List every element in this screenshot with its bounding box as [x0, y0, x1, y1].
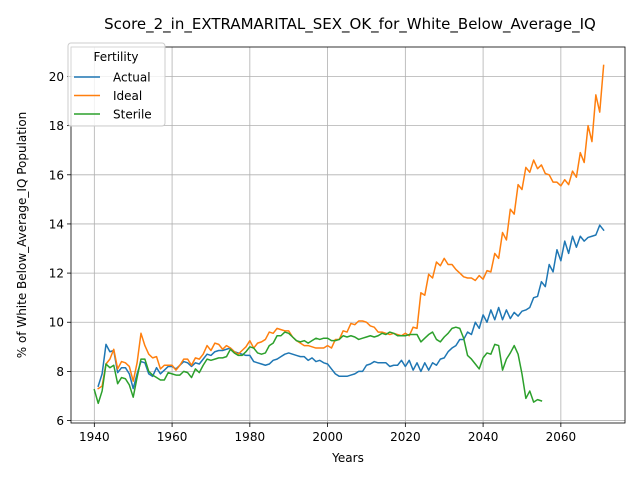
y-tick-label: 6 [56, 414, 64, 428]
legend-label-sterile: Sterile [113, 108, 152, 122]
plot-area-frame [70, 46, 626, 424]
y-tick-label: 12 [49, 267, 64, 281]
x-axis-label: Years [331, 451, 364, 465]
series-line-ideal [97, 64, 605, 390]
y-tick-label: 20 [49, 70, 64, 84]
y-tick-label: 16 [49, 168, 64, 182]
x-tick-label: 1980 [235, 430, 266, 444]
series-lines [93, 64, 605, 405]
legend-title: Fertility [93, 50, 138, 64]
axis-ticks: 1940 1960 1980 2000 2020 2040 2060 6 8 10 12 14 16 18… [49, 70, 576, 444]
x-tick-label: 1960 [157, 430, 188, 444]
x-tick-label: 2040 [468, 430, 499, 444]
chart-title: Score_2_in_EXTRAMARITAL_SEX_OK_for_White… [104, 15, 596, 34]
legend-box [67, 42, 166, 127]
series-line-actual [97, 224, 605, 390]
series-line-sterile [93, 326, 543, 405]
x-tick-label: 2020 [390, 430, 421, 444]
y-tick-label: 8 [56, 365, 64, 379]
x-tick-label: 2000 [312, 430, 343, 444]
x-tick-label: 1940 [79, 430, 110, 444]
legend: Fertility Actual Ideal Sterile [67, 42, 166, 127]
y-axis-label: % of White Below_Average_IQ Population [15, 112, 29, 359]
legend-label-actual: Actual [113, 71, 151, 85]
y-tick-label: 10 [49, 316, 64, 330]
legend-entries: Actual Ideal Sterile [74, 71, 152, 122]
y-tick-label: 14 [49, 217, 64, 231]
y-tick-label: 18 [49, 119, 64, 133]
legend-label-ideal: Ideal [113, 89, 142, 103]
x-tick-label: 2060 [546, 430, 577, 444]
